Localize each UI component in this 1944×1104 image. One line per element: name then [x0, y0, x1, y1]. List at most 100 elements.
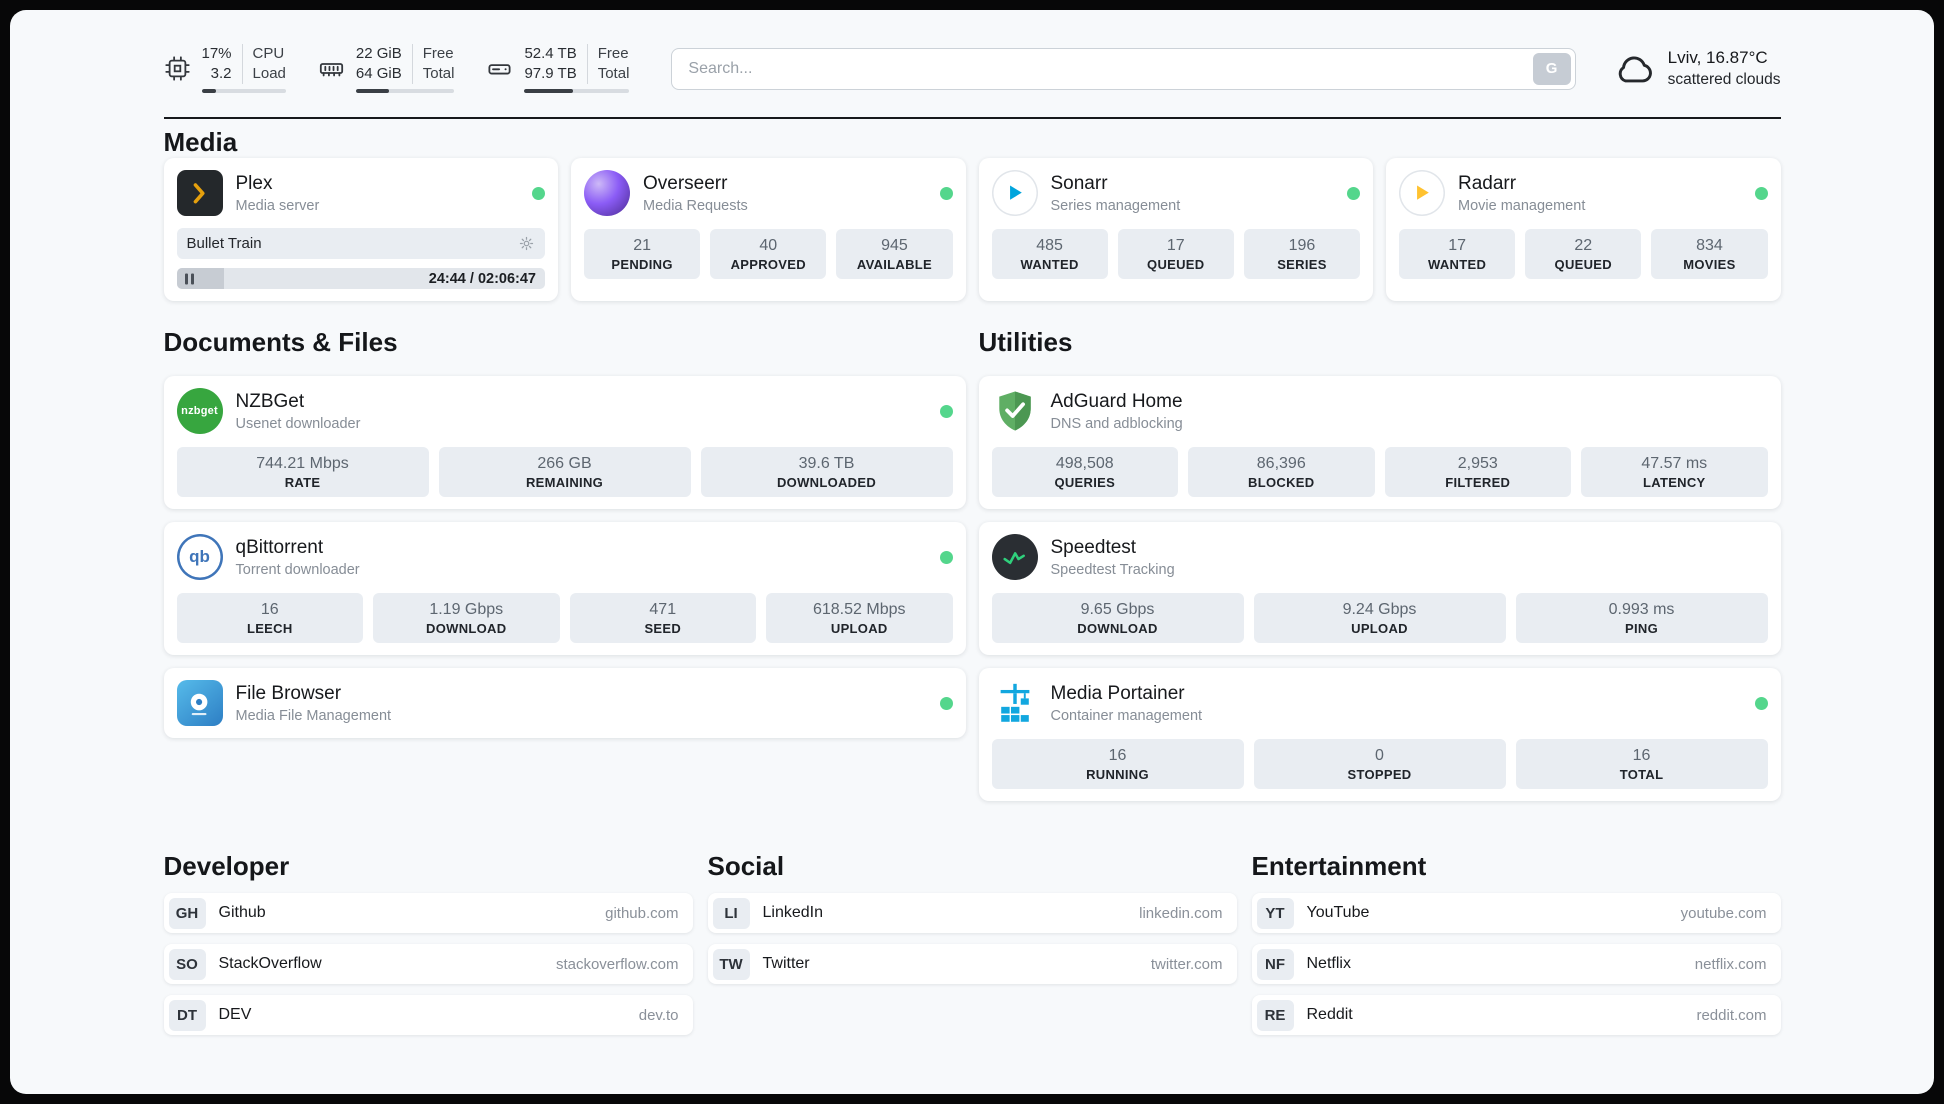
app-name: NZBGet [235, 390, 305, 412]
app-card-speedtest[interactable]: Speedtest Speedtest Tracking 9.65 Gbps DO… [978, 522, 1781, 656]
stat-box: 9.24 Gbps UPLOAD [1253, 593, 1506, 644]
stat-box: 618.52 Mbps UPLOAD [766, 593, 953, 644]
memory-total-label: Total [422, 64, 455, 82]
system-stats: 17% CPU 3.2 Load [164, 44, 630, 94]
playback-progress-bar[interactable]: 24:44 / 02:06:47 [176, 268, 545, 290]
app-card-overseerr[interactable]: Overseerr Media Requests 21 PENDING 40 APP… [571, 158, 966, 302]
social-column: Social LI LinkedIn linkedin.com TW Twitt… [707, 851, 1237, 985]
status-dot [1754, 186, 1768, 200]
bookmark-badge: TW [712, 948, 750, 980]
bookmark-reddit[interactable]: RE Reddit reddit.com [1251, 995, 1781, 1036]
app-name: Sonarr [1050, 172, 1108, 194]
cloud-icon [1612, 47, 1656, 91]
pause-icon[interactable] [184, 273, 194, 285]
stat-box: 266 GB REMAINING [438, 447, 691, 498]
memory-readout: 22 GiB Free 64 GiB Total [356, 44, 455, 84]
stat-box: 945 AVAILABLE [836, 229, 953, 280]
app-subtitle: DNS and adblocking [1050, 415, 1183, 432]
app-subtitle: Movie management [1458, 197, 1586, 214]
now-playing-title-row: Bullet Train [176, 228, 545, 260]
gear-icon[interactable] [518, 235, 535, 252]
bookmark-badge: RE [1256, 999, 1294, 1031]
stat-box: 22 QUEUED [1525, 229, 1642, 280]
disk-usage-bar [524, 88, 630, 94]
section-title-entertainment: Entertainment [1251, 851, 1427, 882]
plex-icon [176, 170, 223, 217]
stat-box: 16 RUNNING [991, 739, 1244, 790]
now-playing-title: Bullet Train [186, 235, 262, 253]
bookmark-netflix[interactable]: NF Netflix netflix.com [1251, 944, 1781, 985]
disk-icon [486, 55, 513, 82]
app-subtitle: Series management [1050, 197, 1181, 214]
app-name: Plex [235, 172, 273, 194]
section-title-documents: Documents & Files [163, 327, 398, 358]
bookmark-badge: YT [1256, 897, 1294, 929]
app-card-adguard[interactable]: AdGuard Home DNS and adblocking 498,508 Q… [978, 376, 1781, 510]
stat-box: 2,953 FILTERED [1384, 447, 1571, 498]
search-engine-button[interactable]: G [1532, 52, 1571, 85]
cpu-percent: 17% [202, 44, 243, 64]
disk-readout: 52.4 TB Free 97.9 TB Total [524, 44, 629, 84]
app-card-filebrowser[interactable]: File Browser Media File Management [163, 668, 966, 739]
bookmark-stackoverflow[interactable]: SO StackOverflow stackoverflow.com [163, 944, 693, 985]
app-subtitle: Usenet downloader [235, 415, 361, 432]
status-dot [1754, 696, 1768, 710]
app-card-portainer[interactable]: Media Portainer Container management 16 R… [978, 668, 1781, 802]
playback-progress-fill [176, 268, 225, 290]
status-dot [1347, 186, 1360, 200]
bookmark-badge: GH [168, 897, 206, 929]
portainer-icon [992, 680, 1038, 726]
stat-box: 21 PENDING [584, 229, 701, 280]
app-subtitle: Torrent downloader [235, 561, 360, 578]
disk-stat: 52.4 TB Free 97.9 TB Total [486, 44, 630, 94]
stat-box: 498,508 QUERIES [991, 447, 1178, 498]
app-card-radarr[interactable]: Radarr Movie management 17 WANTED 22 QUEUE… [1386, 158, 1781, 302]
app-card-qbittorrent[interactable]: qb qBittorrent Torrent downloader 16 LEEC… [163, 522, 966, 656]
app-name: Speedtest [1050, 536, 1137, 558]
stat-box: 0 STOPPED [1253, 739, 1506, 790]
app-subtitle: Media Requests [643, 197, 748, 214]
status-dot [939, 186, 953, 200]
bookmark-twitter[interactable]: TW Twitter twitter.com [707, 944, 1237, 985]
cpu-stat: 17% CPU 3.2 Load [164, 44, 286, 94]
stat-box: 40 APPROVED [710, 229, 827, 280]
app-subtitle: Media File Management [235, 707, 392, 724]
stat-box: 17 WANTED [1399, 229, 1516, 280]
speedtest-icon [991, 534, 1038, 581]
stat-box: 86,396 BLOCKED [1188, 447, 1375, 498]
stat-box: 1.19 Gbps DOWNLOAD [373, 593, 560, 644]
section-title-social: Social [707, 851, 785, 882]
section-title-utilities: Utilities [978, 327, 1073, 358]
search-bar: G [671, 47, 1576, 90]
bookmark-dev[interactable]: DT DEV dev.to [163, 995, 693, 1036]
radarr-icon [1399, 170, 1445, 217]
stat-box: 485 WANTED [991, 229, 1108, 280]
status-dot [532, 186, 545, 200]
dashboard-page: 17% CPU 3.2 Load [10, 10, 1934, 1094]
app-name: AdGuard Home [1050, 390, 1183, 412]
bookmark-youtube[interactable]: YT YouTube youtube.com [1251, 893, 1781, 934]
utilities-column: Utilities AdGuard Home [978, 327, 1781, 802]
stat-box: 744.21 Mbps RATE [176, 447, 429, 498]
bookmark-github[interactable]: GH Github github.com [163, 893, 693, 934]
bookmark-badge: DT [168, 999, 206, 1031]
app-card-sonarr[interactable]: Sonarr Series management 485 WANTED 17 QUE… [978, 158, 1373, 302]
app-name: Radarr [1458, 172, 1517, 194]
app-card-nzbget[interactable]: nzbget NZBGet Usenet downloader 744.21 M… [163, 376, 966, 510]
app-name: Overseerr [643, 172, 728, 194]
weather-location: Lviv, 16.87°C [1667, 48, 1768, 68]
stat-box: 47.57 ms LATENCY [1581, 447, 1768, 498]
search-input[interactable] [671, 47, 1576, 90]
app-subtitle: Container management [1050, 707, 1203, 724]
bookmark-linkedin[interactable]: LI LinkedIn linkedin.com [707, 893, 1237, 934]
memory-total-value: 64 GiB [356, 63, 413, 84]
stat-box: 39.6 TB DOWNLOADED [700, 447, 953, 498]
cpu-icon [164, 55, 191, 82]
filebrowser-icon [176, 680, 223, 727]
playback-time: 24:44 / 02:06:47 [428, 270, 536, 287]
app-card-plex[interactable]: Plex Media server Bullet Train [163, 158, 558, 302]
cpu-label: CPU [252, 45, 285, 62]
memory-stat: 22 GiB Free 64 GiB Total [318, 44, 455, 94]
section-title-developer: Developer [163, 851, 290, 882]
stat-box: 471 SEED [569, 593, 756, 644]
